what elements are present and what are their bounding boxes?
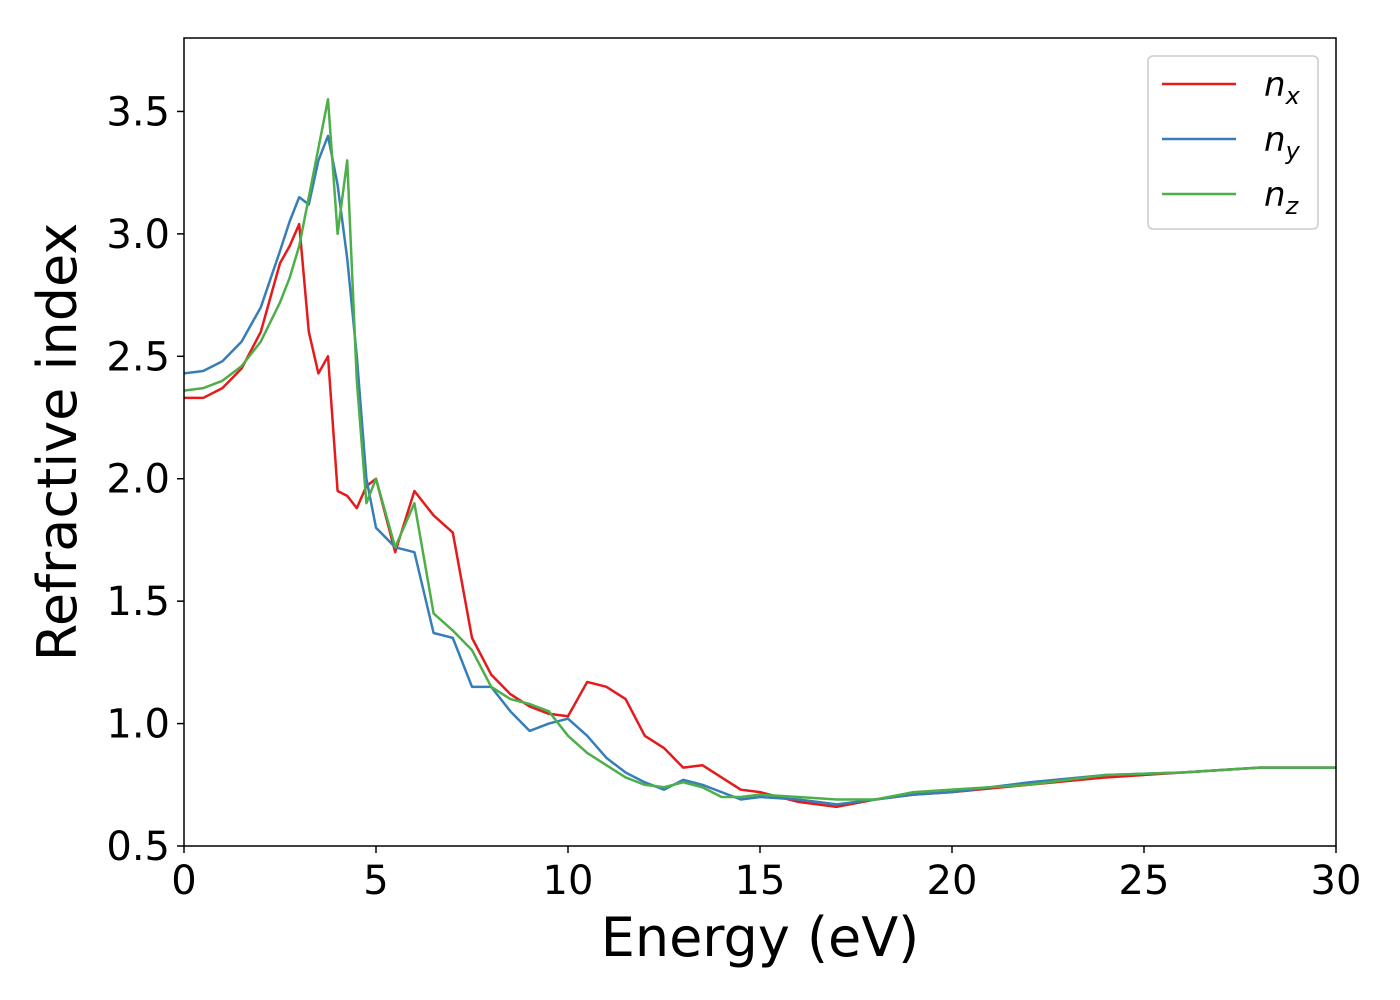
legend-subscript: x: [1285, 82, 1301, 110]
x-tick-label: 5: [363, 858, 388, 904]
legend-frame: [1147, 55, 1319, 230]
legend-name: n: [1264, 120, 1286, 160]
legend-subscript: y: [1285, 137, 1301, 165]
y-tick-label: 3.0: [106, 212, 170, 258]
y-tick-label: 2.0: [106, 457, 170, 503]
y-axis-label: Refractive index: [26, 223, 89, 662]
x-tick-label: 20: [927, 858, 978, 904]
plot-frame: [183, 37, 1337, 847]
x-tick-label: 0: [171, 858, 196, 904]
x-tick-label: 25: [1119, 858, 1170, 904]
x-tick-label: 10: [543, 858, 594, 904]
legend-label: nx: [1264, 65, 1301, 110]
x-axis-label: Energy (eV): [601, 906, 920, 969]
series-line: [184, 134, 1336, 806]
x-tick-label: 30: [1311, 858, 1362, 904]
x-tick-label: 15: [735, 858, 786, 904]
y-tick-label: 1.5: [106, 579, 170, 625]
y-tick-label: 3.5: [106, 89, 170, 135]
legend-name: n: [1264, 65, 1286, 105]
y-tick-label: 1.0: [106, 702, 170, 748]
legend-label: nz: [1264, 175, 1300, 220]
y-tick-label: 0.5: [106, 824, 170, 870]
legend-label: ny: [1264, 120, 1301, 165]
plot-lines: [184, 97, 1336, 809]
legend-subscript: z: [1285, 192, 1300, 220]
legend-name: n: [1264, 175, 1286, 215]
y-tick-label: 2.5: [106, 334, 170, 380]
series-line: [184, 97, 1336, 801]
